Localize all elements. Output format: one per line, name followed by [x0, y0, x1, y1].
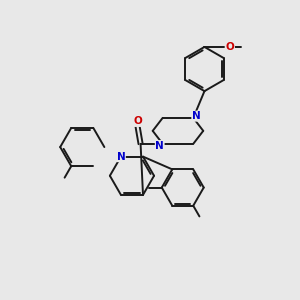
Text: N: N — [116, 152, 125, 162]
Text: N: N — [192, 111, 201, 121]
Text: O: O — [133, 116, 142, 126]
Text: O: O — [226, 42, 234, 52]
Text: N: N — [155, 141, 164, 151]
